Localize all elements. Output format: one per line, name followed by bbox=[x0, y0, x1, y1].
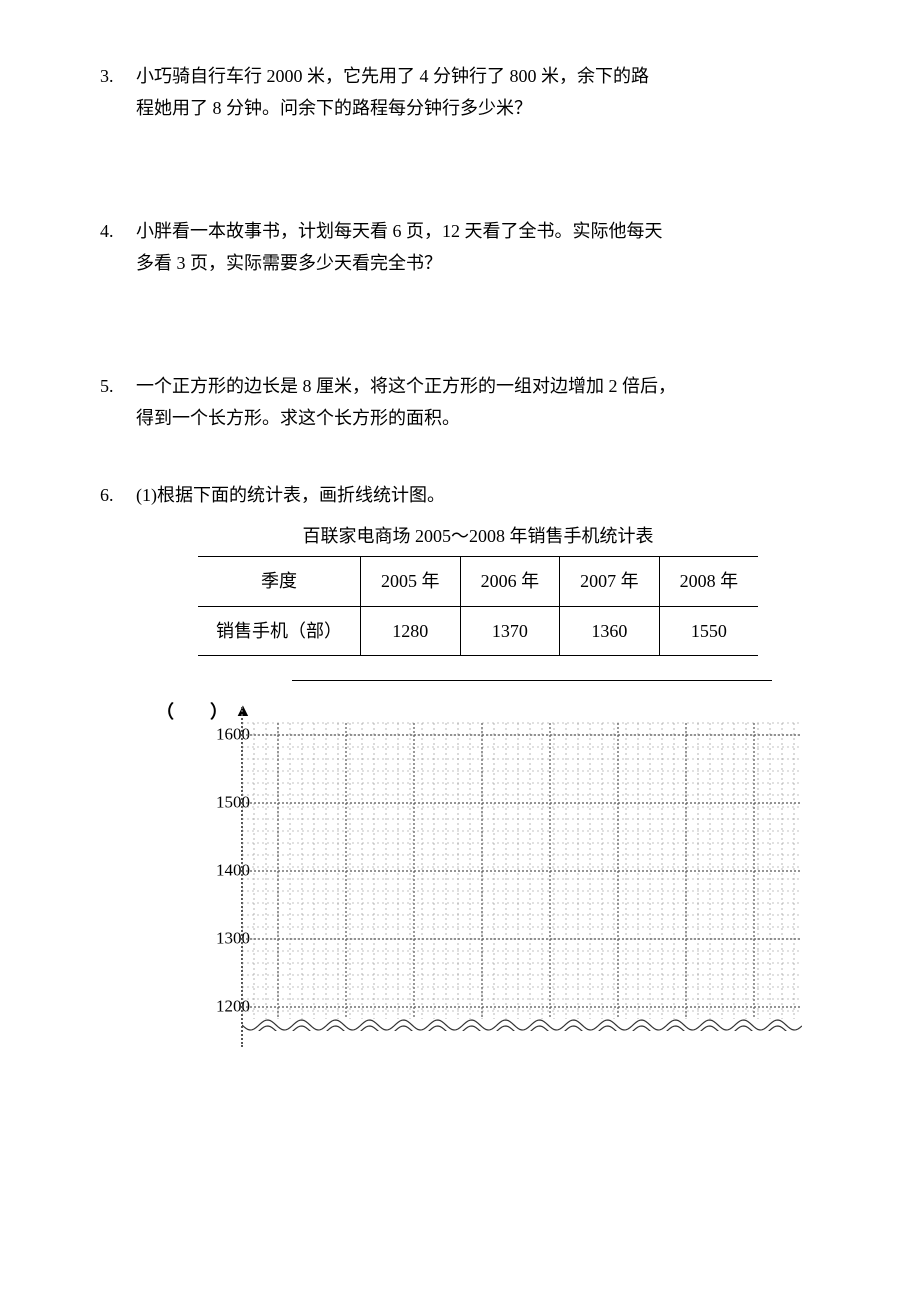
question-body: 小胖看一本故事书，计划每天看 6 页，12 天看了全书。实际他每天 多看 3 页… bbox=[136, 215, 820, 280]
question-text-line-2: 多看 3 页，实际需要多少天看完全书？ bbox=[136, 253, 442, 273]
chart-title-underline bbox=[292, 680, 772, 681]
table-row-label: 销售手机（部） bbox=[198, 606, 361, 655]
question-number: 4. bbox=[100, 215, 136, 280]
y-tick-label: 1200 bbox=[150, 992, 250, 1023]
question-body: 小巧骑自行车行 2000 米，它先用了 4 分钟行了 800 米，余下的路 程她… bbox=[136, 60, 820, 125]
question-text-line-1: 小胖看一本故事书，计划每天看 6 页，12 天看了全书。实际他每天 bbox=[136, 221, 663, 241]
table-title: 百联家电商场 2005～2008 年销售手机统计表 bbox=[136, 520, 820, 552]
question-6: 6. (1)根据下面的统计表，画折线统计图。 百联家电商场 2005～2008 … bbox=[100, 479, 820, 1067]
question-number: 5. bbox=[100, 370, 136, 435]
table-header-cell: 2007 年 bbox=[560, 557, 660, 606]
question-intro: (1)根据下面的统计表，画折线统计图。 bbox=[136, 485, 445, 505]
chart-grid bbox=[242, 721, 802, 1031]
question-text-line-2: 程她用了 8 分钟。问余下的路程每分钟行多少米？ bbox=[136, 98, 532, 118]
question-text-line-2: 得到一个长方形。求这个长方形的面积。 bbox=[136, 408, 460, 428]
y-tick-label: 1600 bbox=[150, 720, 250, 751]
question-number: 6. bbox=[100, 479, 136, 1067]
question-5: 5. 一个正方形的边长是 8 厘米，将这个正方形的一组对边增加 2 倍后， 得到… bbox=[100, 370, 820, 435]
y-tick-label: 1500 bbox=[150, 788, 250, 819]
table-header-cell: 2008 年 bbox=[659, 557, 758, 606]
table-cell: 1550 bbox=[659, 606, 758, 655]
chart-inner: ▲ 1600 1500 1400 1300 1200 bbox=[182, 687, 820, 1067]
table-header-cell: 2005 年 bbox=[361, 557, 461, 606]
y-tick-label: 1400 bbox=[150, 856, 250, 887]
statistics-table: 季度 2005 年 2006 年 2007 年 2008 年 销售手机（部） 1… bbox=[198, 556, 758, 656]
table-header-row: 季度 2005 年 2006 年 2007 年 2008 年 bbox=[198, 557, 758, 606]
question-text-line-1: 小巧骑自行车行 2000 米，它先用了 4 分钟行了 800 米，余下的路 bbox=[136, 66, 649, 86]
question-body: 一个正方形的边长是 8 厘米，将这个正方形的一组对边增加 2 倍后， 得到一个长… bbox=[136, 370, 820, 435]
table-data-row: 销售手机（部） 1280 1370 1360 1550 bbox=[198, 606, 758, 655]
question-text-line-1: 一个正方形的边长是 8 厘米，将这个正方形的一组对边增加 2 倍后， bbox=[136, 376, 676, 396]
question-number: 3. bbox=[100, 60, 136, 125]
table-cell: 1360 bbox=[560, 606, 660, 655]
table-cell: 1280 bbox=[361, 606, 461, 655]
question-body: (1)根据下面的统计表，画折线统计图。 百联家电商场 2005～2008 年销售… bbox=[136, 479, 820, 1067]
table-header-cell: 季度 bbox=[198, 557, 361, 606]
chart-area: （ ） ▲ 1600 1500 1400 1300 1200 bbox=[136, 680, 820, 1067]
table-header-cell: 2006 年 bbox=[460, 557, 560, 606]
table-cell: 1370 bbox=[460, 606, 560, 655]
question-3: 3. 小巧骑自行车行 2000 米，它先用了 4 分钟行了 800 米，余下的路… bbox=[100, 60, 820, 125]
question-4: 4. 小胖看一本故事书，计划每天看 6 页，12 天看了全书。实际他每天 多看 … bbox=[100, 215, 820, 280]
y-tick-label: 1300 bbox=[150, 924, 250, 955]
